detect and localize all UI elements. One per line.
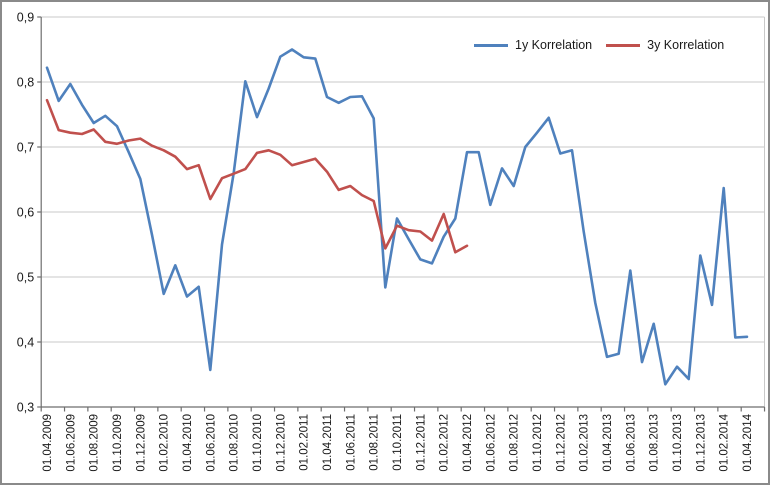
x-axis-label: 01.12.2009 — [135, 414, 147, 472]
legend-item-3y-korrelation[interactable]: 3y Korrelation — [606, 38, 724, 52]
x-axis-label: 01.04.2009 — [42, 414, 54, 472]
legend-line-sample-3y — [606, 43, 641, 47]
legend-label-3y: 3y Korrelation — [647, 38, 725, 52]
series-line-1y-korrelation[interactable] — [45, 48, 749, 386]
x-axis-label: 01.04.2013 — [602, 414, 614, 472]
x-axis-label: 01.02.2013 — [579, 414, 591, 472]
x-axis-label: 01.02.2012 — [439, 414, 451, 472]
x-axis-label: 01.10.2013 — [672, 414, 684, 472]
y-axis-label: 0,4 — [17, 336, 34, 350]
x-axis-label: 01.10.2011 — [392, 414, 404, 471]
x-axis-label: 01.12.2010 — [275, 414, 287, 472]
x-axis-label: 01.04.2011 — [322, 414, 334, 471]
x-axis-label: 01.12.2011 — [415, 414, 427, 471]
x-axis-label: 01.02.2011 — [299, 414, 311, 471]
x-axis-label: 01.04.2012 — [462, 414, 474, 472]
x-axis-label: 01.06.2011 — [345, 414, 357, 471]
x-axis-label: 01.06.2012 — [485, 414, 497, 472]
x-axis-label: 01.10.2009 — [112, 414, 124, 472]
x-axis-label: 01.12.2013 — [695, 414, 707, 472]
legend-label-1y: 1y Korrelation — [515, 38, 593, 52]
x-axis-label: 01.04.2014 — [742, 413, 754, 471]
y-axis-label: 0,9 — [17, 11, 34, 25]
x-axis-label: 01.08.2012 — [509, 414, 521, 472]
y-axis-label: 0,6 — [17, 206, 34, 220]
x-axis-label: 01.06.2013 — [625, 414, 637, 472]
x-axis-label: 01.06.2009 — [65, 414, 77, 472]
x-axis-label: 01.08.2013 — [649, 414, 661, 472]
x-axis-label: 01.08.2010 — [229, 414, 241, 472]
x-axis-label: 01.08.2009 — [89, 414, 101, 472]
legend-item-1y-korrelation[interactable]: 1y Korrelation — [474, 38, 592, 52]
chart-legend: 1y Korrelation 3y Korrelation — [474, 36, 724, 54]
x-axis-label: 01.02.2014 — [719, 413, 731, 471]
x-axis-label: 01.08.2011 — [369, 414, 381, 471]
y-axis-label: 0,3 — [17, 401, 34, 415]
legend-line-sample-1y — [474, 43, 508, 47]
x-axis-label: 01.10.2010 — [252, 414, 264, 472]
x-axis-label: 01.04.2010 — [182, 414, 194, 472]
y-axis-label: 0,5 — [17, 271, 34, 285]
series-line-3y-korrelation[interactable] — [45, 98, 469, 254]
x-axis-label: 01.12.2012 — [555, 414, 567, 472]
y-axis-label: 0,7 — [17, 141, 34, 155]
x-axis-label: 01.06.2010 — [205, 414, 217, 472]
y-axis-label: 0,8 — [17, 76, 34, 90]
x-axis-label: 01.10.2012 — [532, 414, 544, 472]
x-axis-label: 01.02.2010 — [159, 414, 171, 472]
